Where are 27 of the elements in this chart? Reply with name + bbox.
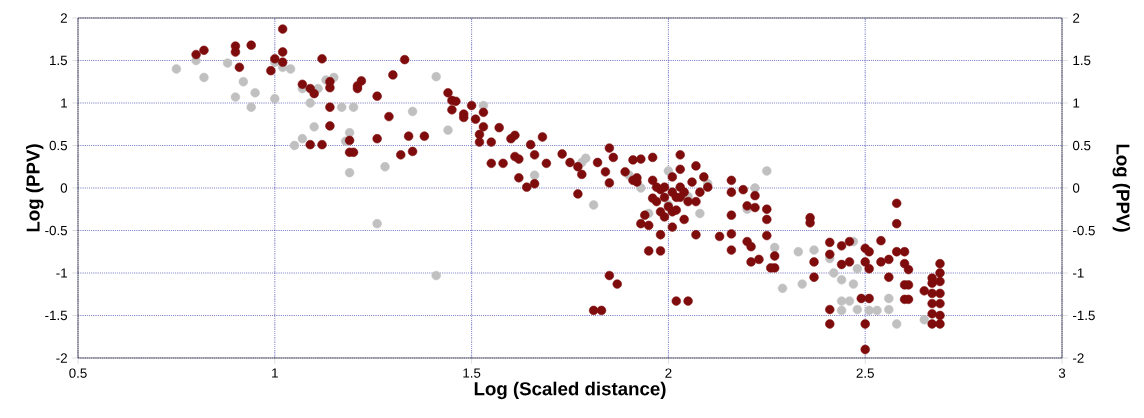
y-tick-label: -1 (56, 268, 67, 278)
x-tick-label: 2.5 (856, 368, 874, 378)
x-tick-label: 0.5 (69, 368, 87, 378)
y-tick-label: -2 (56, 353, 67, 363)
y-axis-title: Log (PPV) (25, 144, 44, 232)
y2-tick-label: -2 (1073, 353, 1084, 363)
y-tick-label: 0 (60, 183, 68, 193)
y2-tick-label: -0.5 (1073, 225, 1095, 236)
y-tick-label: -1.5 (45, 310, 68, 321)
x-tick-label: 1.5 (463, 368, 481, 378)
y-tick-label: 2 (60, 13, 67, 23)
y2-tick-label: -1.5 (1073, 310, 1095, 321)
y-tick-label: 1.5 (50, 55, 68, 66)
x-tick-label: 2 (665, 368, 672, 378)
y-tick-label: 0.5 (49, 140, 68, 151)
y2-tick-label: -1 (1073, 268, 1084, 278)
y2-tick-label: 1.5 (1073, 55, 1091, 66)
x-tick-label: 1 (272, 368, 278, 378)
y-tick-label: 1 (61, 98, 67, 108)
y2-tick-label: 0 (1072, 183, 1080, 193)
y2-tick-label: 0.5 (1072, 140, 1091, 151)
y2-tick-label: 2 (1073, 13, 1080, 23)
x-axis-title: Log (Scaled distance) (474, 381, 666, 400)
y2-axis-title: Log (PPV) (1112, 144, 1131, 232)
x-tick-label: 3 (1058, 368, 1066, 378)
y2-tick-label: 1 (1073, 98, 1080, 108)
y-tick-label: -0.5 (45, 225, 68, 236)
